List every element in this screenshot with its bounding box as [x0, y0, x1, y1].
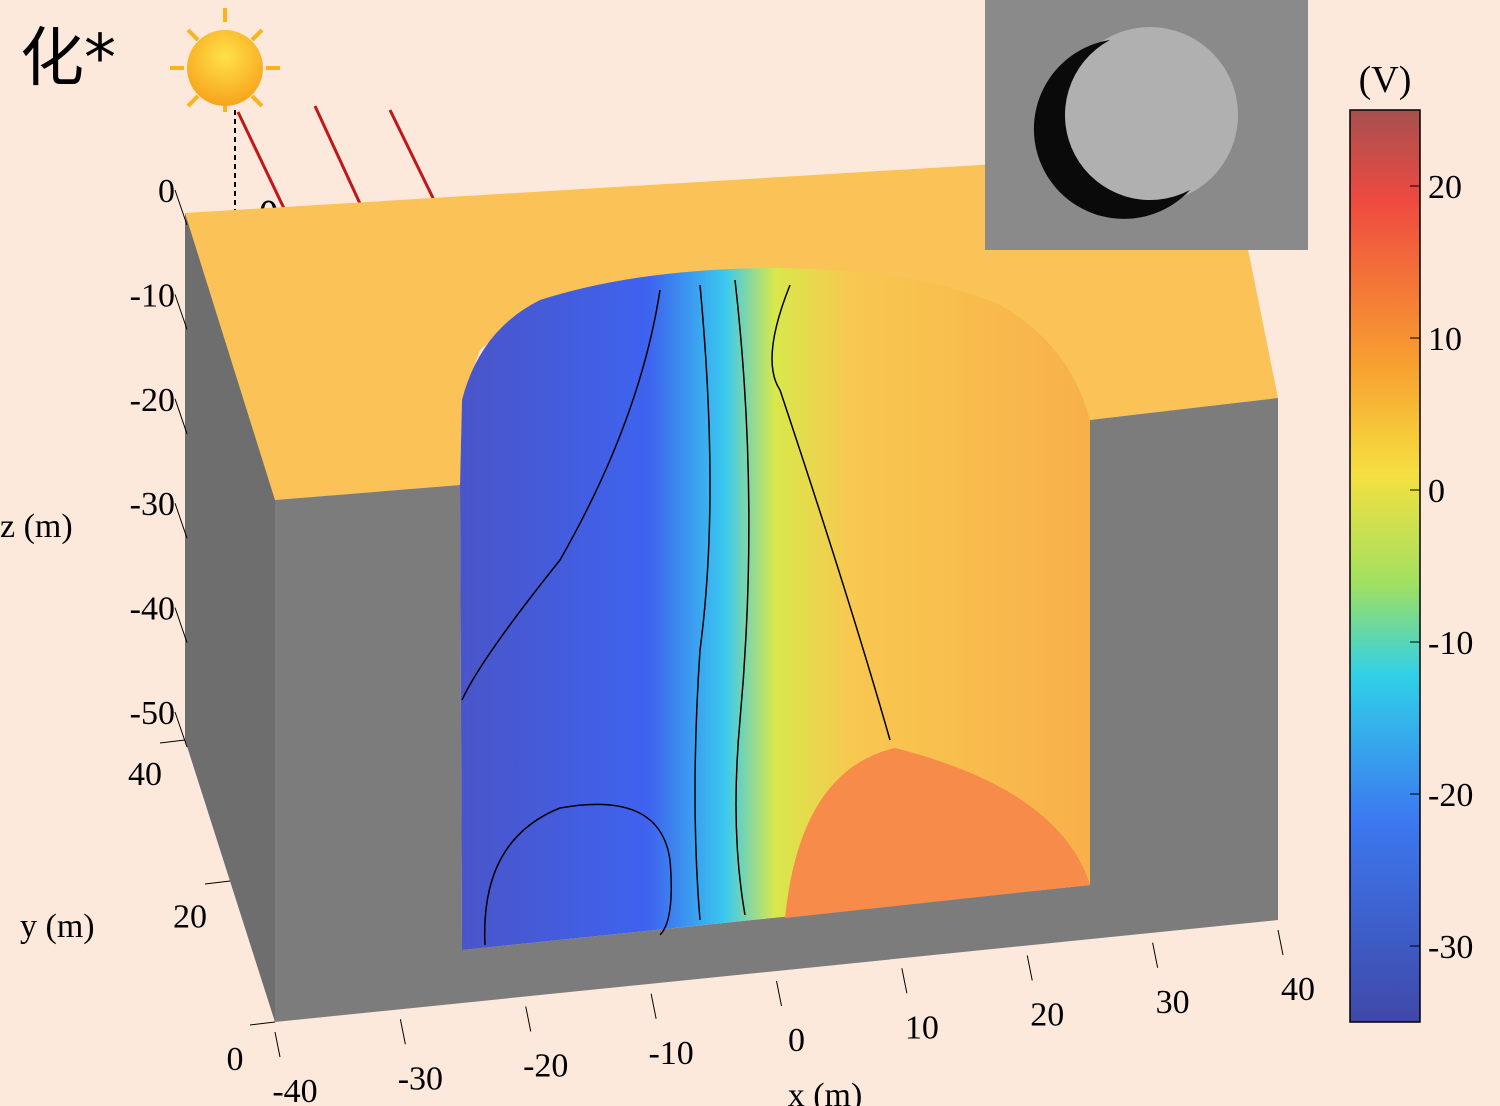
x-tick-label: 40 [1281, 971, 1315, 1008]
y-tick [160, 740, 185, 743]
slide-title: 化* [20, 22, 116, 96]
x-tick-label: 20 [1030, 997, 1064, 1034]
x-tick [1027, 956, 1032, 981]
colorbar-tick-label: -10 [1428, 625, 1473, 662]
y-tick [250, 1022, 275, 1025]
colorbar-tick-label: -30 [1428, 929, 1473, 966]
z-axis-label: z (m) [0, 508, 73, 545]
colorbar-tick-label: 0 [1428, 473, 1445, 510]
x-tick-label: 30 [1156, 984, 1190, 1021]
z-tick-label: -10 [130, 277, 175, 314]
z-tick [175, 190, 187, 225]
colorbar [1350, 110, 1420, 1022]
z-tick-label: 0 [158, 173, 175, 210]
x-tick [400, 1019, 405, 1044]
x-tick [526, 1007, 531, 1032]
x-tick [275, 1032, 280, 1057]
z-tick-label: -20 [130, 382, 175, 419]
x-tick [1278, 930, 1283, 955]
colorbar-tick-label: -20 [1428, 777, 1473, 814]
y-tick [205, 881, 230, 884]
x-tick-label: 10 [905, 1009, 939, 1046]
y-tick-label: 0 [227, 1041, 244, 1078]
colorbar-label: (V) [1359, 59, 1412, 101]
x-tick-label: -10 [648, 1035, 693, 1072]
x-tick-label: -20 [523, 1048, 568, 1085]
colorbar-tick-label: 20 [1428, 169, 1462, 206]
sun-icon [170, 8, 280, 112]
inset-photo [985, 0, 1308, 250]
x-tick [777, 981, 782, 1006]
y-axis-label: y (m) [20, 908, 95, 945]
x-axis-label: x (m) [788, 1077, 863, 1106]
x-tick-label: 0 [788, 1022, 805, 1059]
z-tick-label: -40 [130, 591, 175, 628]
x-tick [651, 994, 656, 1019]
x-tick [1153, 943, 1158, 968]
y-tick-label: 20 [173, 899, 207, 936]
z-tick-label: -50 [130, 695, 175, 732]
pit-box [185, 150, 1278, 1022]
y-tick-label: 40 [128, 756, 162, 793]
x-tick-label: -30 [398, 1060, 443, 1097]
z-tick-label: -30 [130, 486, 175, 523]
x-tick-label: -40 [272, 1073, 317, 1106]
x-tick [902, 968, 907, 993]
colorbar-tick-label: 10 [1428, 321, 1462, 358]
slide: 化* θ (V) 0-10-20-30-40-50z (m)02040y (m)… [0, 0, 1500, 1106]
